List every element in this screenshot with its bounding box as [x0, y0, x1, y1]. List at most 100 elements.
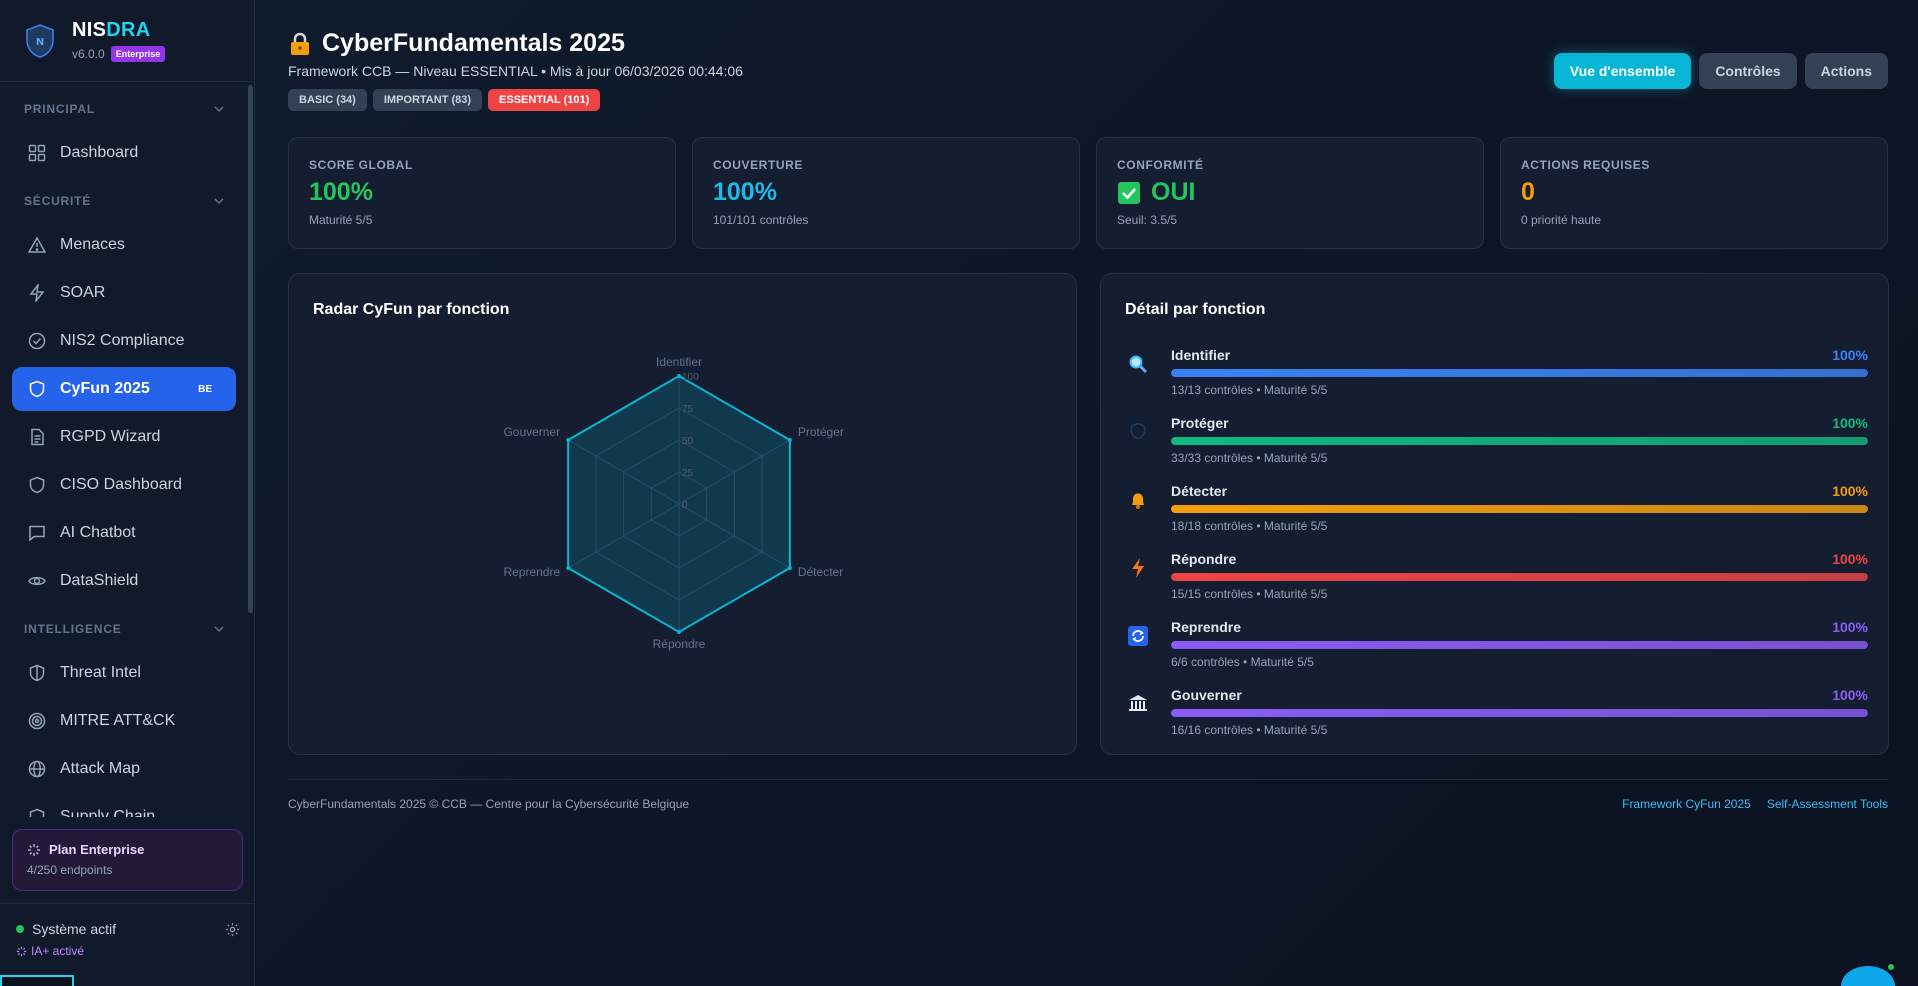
radar-data-point: [677, 630, 681, 634]
sidebar-item-nis2[interactable]: NIS2 Compliance: [12, 319, 236, 363]
kpi-value: 100%: [309, 178, 373, 206]
function-row-reprendre[interactable]: Reprendre 100% 6/6 contrôles • Maturité 5…: [1123, 612, 1868, 680]
sidebar-item-rgpd[interactable]: RGPD Wizard: [12, 415, 236, 459]
kpi-sub: 101/101 contrôles: [713, 213, 809, 227]
lock-icon: [291, 32, 309, 55]
radar-title: Radar CyFun par fonction: [313, 301, 510, 318]
radar-tick-label: 75: [682, 404, 694, 415]
radar-axis: [567, 439, 680, 505]
sidebar-item-label: RGPD Wizard: [60, 428, 161, 445]
sidebar-item-threat-intel[interactable]: Threat Intel: [12, 651, 236, 695]
ia-status-label: IA+ activé: [31, 944, 85, 958]
function-percent: 100%: [1832, 415, 1868, 431]
controls-button[interactable]: Contrôles: [1699, 53, 1797, 89]
footer-link-framework[interactable]: Framework CyFun 2025: [1622, 797, 1751, 811]
function-row-gouverner[interactable]: Gouverner 100% 16/16 contrôles • Maturité…: [1123, 680, 1868, 748]
radar-tick-label: 0: [682, 500, 688, 511]
function-percent: 100%: [1832, 347, 1868, 363]
check-circle-icon: [28, 332, 46, 350]
sidebar-item-menaces[interactable]: Menaces: [12, 223, 236, 267]
sparkle-icon: [28, 843, 40, 856]
function-name: Gouverner: [1171, 687, 1242, 703]
kpi-label: COUVERTURE: [713, 158, 804, 172]
function-name: Répondre: [1171, 551, 1237, 567]
radar-axis: [567, 503, 680, 569]
plan-card[interactable]: Plan Enterprise 4/250 endpoints: [12, 829, 243, 891]
sidebar-scrollbar[interactable]: [248, 85, 253, 613]
radar-data-point: [677, 374, 681, 378]
sidebar-item-label: NIS2 Compliance: [60, 332, 185, 349]
radar-data-point: [566, 566, 571, 570]
kpi-label: CONFORMITÉ: [1117, 158, 1204, 172]
kpi-label: ACTIONS REQUISES: [1521, 158, 1650, 172]
lightning-icon: [29, 284, 45, 302]
detail-title: Détail par fonction: [1125, 301, 1266, 318]
function-sub: 15/15 contrôles • Maturité 5/5: [1171, 587, 1328, 601]
radar-data-point: [566, 438, 571, 442]
sidebar-item-label: CyFun 2025: [60, 380, 150, 397]
progress-bar: [1171, 437, 1868, 445]
brand[interactable]: N NISDRA v6.0.0 Enterprise: [0, 0, 254, 82]
overview-button[interactable]: Vue d'ensemble: [1553, 53, 1692, 89]
status-dot: [16, 925, 24, 933]
page-subtitle: Framework CCB — Niveau ESSENTIAL • Mis à…: [288, 63, 743, 79]
progress-fill: [1171, 369, 1868, 377]
bell-icon: [1123, 490, 1153, 515]
sidebar-item-dashboard[interactable]: Dashboard: [12, 131, 236, 175]
shield-icon: [29, 808, 45, 817]
sidebar: N NISDRA v6.0.0 Enterprise PRINCIPAL Das…: [0, 0, 255, 986]
function-name: Protéger: [1171, 415, 1229, 431]
function-name: Reprendre: [1171, 619, 1242, 635]
version-label: v6.0.0: [72, 47, 105, 61]
sparkle-icon: [16, 946, 27, 956]
document-icon: [31, 428, 44, 446]
globe-icon: [28, 760, 46, 778]
be-badge: BE: [198, 383, 212, 395]
target-icon: [28, 712, 46, 730]
function-row-repondre[interactable]: Répondre 100% 15/15 contrôles • Maturité …: [1123, 544, 1868, 612]
sidebar-item-supply-chain[interactable]: Supply Chain: [12, 795, 236, 817]
kpi-row: SCORE GLOBAL 100% Maturité 5/5 COUVERTUR…: [288, 137, 1888, 249]
function-percent: 100%: [1832, 687, 1868, 703]
function-row-identifier[interactable]: Identifier 100% 13/13 contrôles • Maturit…: [1123, 340, 1868, 408]
sidebar-item-mitre[interactable]: MITRE ATT&CK: [12, 699, 236, 743]
shield-logo-icon: N: [26, 23, 54, 58]
sidebar-item-cyfun[interactable]: CyFun 2025 BE: [12, 367, 236, 411]
view-switch: Vue d'ensemble Contrôles Actions: [1546, 53, 1888, 89]
section-principal[interactable]: PRINCIPAL: [12, 87, 236, 131]
bottom-tab-stub[interactable]: [0, 975, 74, 986]
shield-icon: [29, 380, 45, 398]
actions-button[interactable]: Actions: [1804, 53, 1888, 89]
footer-link-self-assessment[interactable]: Self-Assessment Tools: [1766, 797, 1888, 811]
kpi-actions-requises: ACTIONS REQUISES 0 0 priorité haute: [1500, 137, 1888, 249]
sidebar-item-soar[interactable]: SOAR: [12, 271, 236, 315]
radar-data-area: [567, 374, 791, 634]
footer-copyright: CyberFundamentals 2025 © CCB — Centre po…: [288, 797, 690, 811]
check-box-icon: [1118, 181, 1140, 204]
section-securite[interactable]: SÉCURITÉ: [12, 179, 236, 223]
function-row-detecter[interactable]: Détecter 100% 18/18 contrôles • Maturité …: [1123, 476, 1868, 544]
sidebar-item-label: Attack Map: [60, 760, 141, 777]
function-name: Identifier: [1171, 347, 1231, 363]
sidebar-item-attack-map[interactable]: Attack Map: [12, 747, 236, 791]
sidebar-item-ciso[interactable]: CISO Dashboard: [12, 463, 236, 507]
refresh-icon: [1123, 626, 1153, 651]
kpi-value: 0: [1521, 178, 1535, 206]
sidebar-item-label: Menaces: [60, 236, 125, 253]
radar-axis-label: Détecter: [798, 565, 843, 579]
help-chat-button[interactable]: [1841, 966, 1895, 986]
tag-essential[interactable]: ESSENTIAL (101): [488, 89, 601, 111]
function-sub: 18/18 contrôles • Maturité 5/5: [1171, 519, 1328, 533]
tag-important[interactable]: IMPORTANT (83): [372, 89, 483, 111]
sidebar-item-datashield[interactable]: DataShield: [12, 559, 236, 603]
sidebar-item-label: SOAR: [60, 284, 106, 301]
function-row-proteger[interactable]: Protéger 100% 33/33 contrôles • Maturité …: [1123, 408, 1868, 476]
gear-icon[interactable]: [225, 922, 240, 937]
section-intelligence[interactable]: INTELLIGENCE: [12, 607, 236, 651]
kpi-value: 100%: [713, 178, 777, 206]
function-percent: 100%: [1832, 619, 1868, 635]
sidebar-item-chatbot[interactable]: AI Chatbot: [12, 511, 236, 555]
tag-basic[interactable]: BASIC (34): [288, 89, 367, 111]
function-sub: 13/13 contrôles • Maturité 5/5: [1171, 383, 1328, 397]
sidebar-item-label: Supply Chain: [60, 808, 156, 817]
